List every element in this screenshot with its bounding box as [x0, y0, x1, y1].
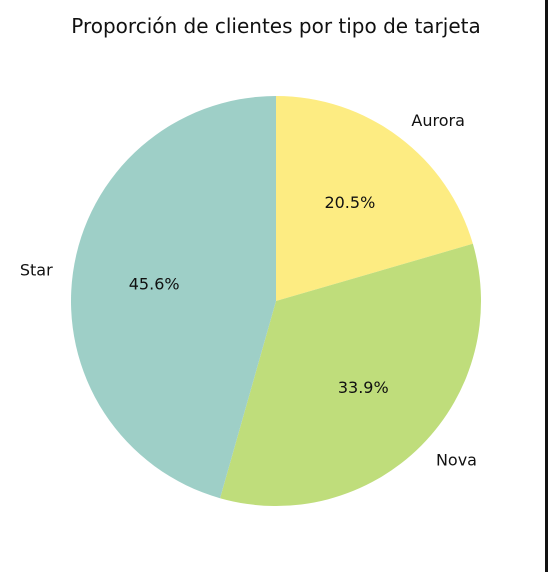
figure-right-edge — [545, 0, 548, 572]
pie-labels: Aurora 20.5% Nova 33.9% Star 45.6% — [20, 111, 477, 469]
slice-pct-nova: 33.9% — [338, 378, 389, 397]
pie-slice-aurora — [276, 96, 473, 301]
chart-title: Proporción de clientes por tipo de tarje… — [71, 14, 480, 38]
slice-label-star: Star — [20, 260, 53, 279]
pie-slices — [71, 96, 481, 506]
slice-pct-star: 45.6% — [129, 275, 180, 294]
slice-label-nova: Nova — [436, 450, 477, 469]
pie-slice-star — [71, 96, 277, 499]
slice-label-aurora: Aurora — [411, 111, 464, 130]
slice-pct-aurora: 20.5% — [324, 193, 375, 212]
pie-slice-nova — [220, 243, 481, 506]
